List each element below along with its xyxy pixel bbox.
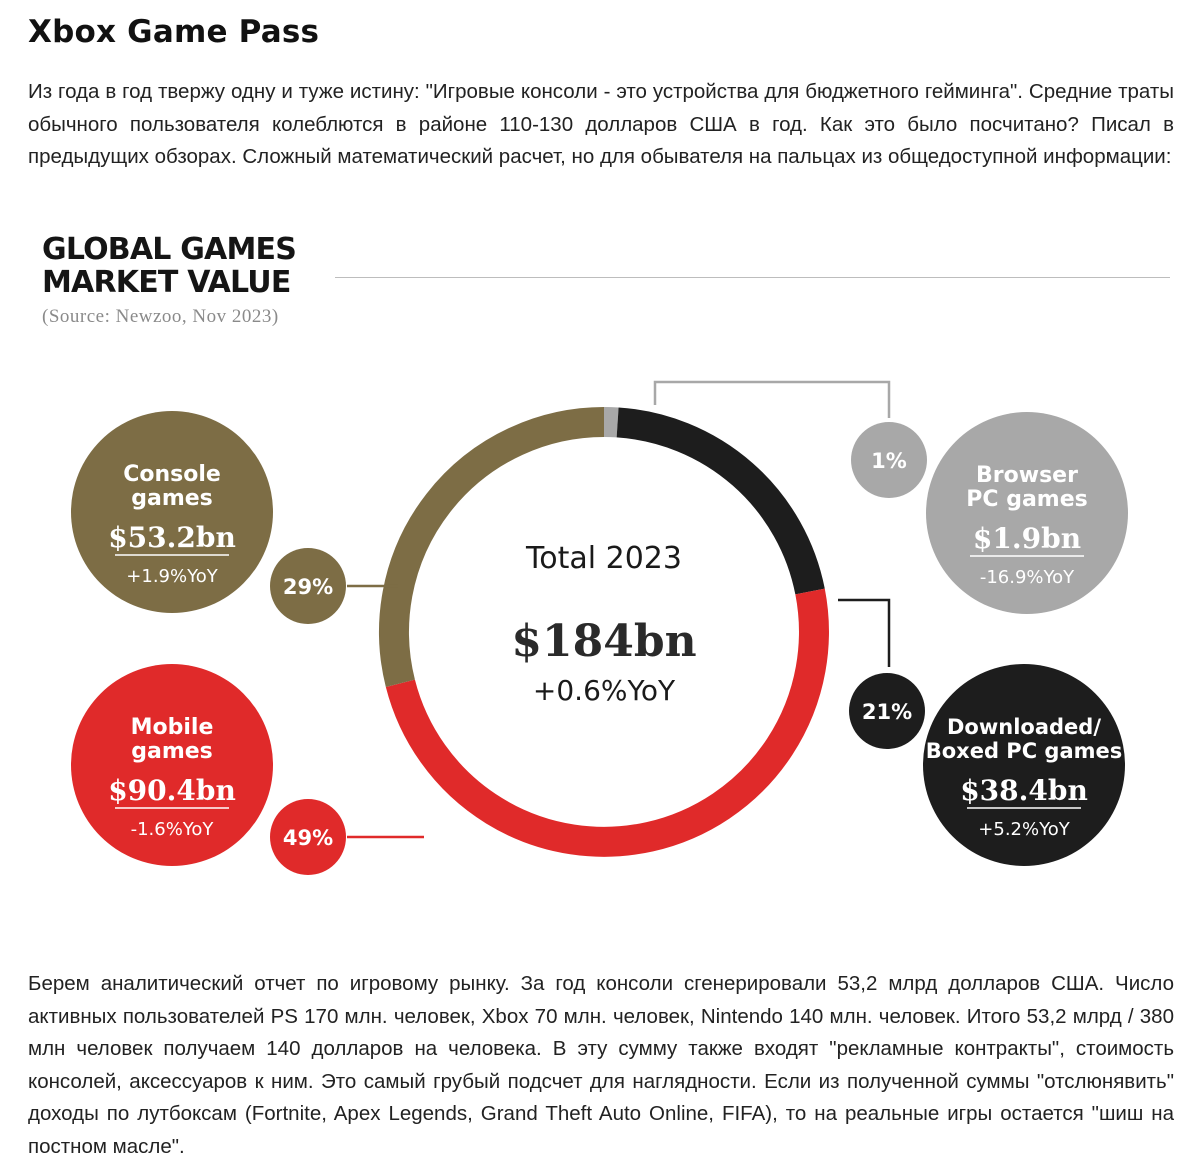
category-value: $90.4bn (108, 774, 236, 807)
page-title: Xbox Game Pass (28, 14, 320, 50)
category-name-line-1: Mobile (131, 715, 214, 740)
category-bubble-0 (926, 412, 1128, 614)
title-divider (335, 277, 1170, 278)
category-name-line-2: PC games (966, 487, 1087, 512)
outro-paragraph: Берем аналитический отчет по игровому ры… (28, 972, 1174, 1158)
category-bubble-2 (71, 664, 273, 866)
share-bubble-3 (270, 548, 346, 624)
category-name-line-1: Downloaded/ (947, 715, 1101, 739)
share-bubble-2 (270, 799, 346, 875)
category-value: $38.4bn (960, 774, 1088, 807)
intro-paragraph: Из года в год твержу одну и туже истину:… (28, 80, 1174, 168)
connector-downloaded (838, 598, 891, 667)
category-value: $53.2bn (108, 521, 236, 554)
share-label: 21% (862, 700, 912, 724)
category-change: +5.2%YoY (978, 819, 1070, 840)
category-bubble-1 (923, 664, 1125, 866)
category-change: -16.9%YoY (980, 567, 1075, 588)
ring-segment-2 (385, 588, 829, 857)
infographic-title: GLOBAL GAMES MARKET VALUE (42, 232, 297, 300)
infographic-title-line-2: MARKET VALUE (42, 265, 291, 300)
ring-segment-3 (379, 407, 605, 687)
category-name-line-2: games (131, 739, 213, 764)
category-change: +1.9%YoY (126, 566, 218, 587)
connector-browser (653, 380, 891, 418)
category-name-line-1: Browser (976, 463, 1078, 488)
category-name-line-1: Console (123, 462, 221, 487)
infographic-source: (Source: Newzoo, Nov 2023) (42, 306, 279, 327)
share-bubble-0 (851, 422, 927, 498)
category-change: -1.6%YoY (131, 819, 215, 840)
share-bubble-1 (849, 673, 925, 749)
center-total-value: $184bn (511, 616, 696, 667)
center-total-label: Total 2023 (525, 541, 682, 576)
category-bubble-3 (71, 411, 273, 613)
category-name-line-2: Boxed PC games (926, 739, 1123, 763)
infographic-title-line-1: GLOBAL GAMES (42, 232, 297, 267)
share-label: 29% (283, 575, 333, 599)
ring-segment-1 (616, 407, 825, 595)
center-total-change: +0.6%YoY (533, 674, 676, 707)
share-label: 49% (283, 826, 333, 850)
category-name-line-2: games (131, 486, 213, 511)
share-label: 1% (871, 449, 907, 473)
category-value: $1.9bn (973, 522, 1081, 555)
